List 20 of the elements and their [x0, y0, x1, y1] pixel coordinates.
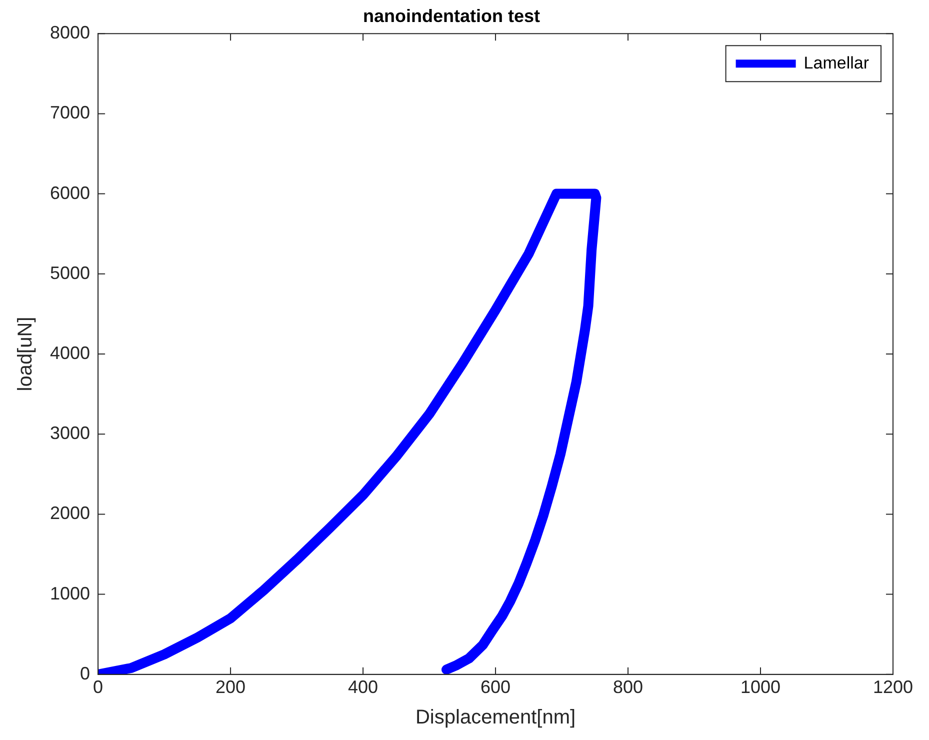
x-tick-label: 1000: [740, 677, 781, 698]
y-tick-label: 7000: [50, 102, 90, 123]
y-tick-label: 5000: [50, 262, 90, 283]
x-tick-label: 400: [348, 677, 378, 698]
chart-title: nanoindentation test: [363, 6, 540, 26]
y-tick-label: 3000: [50, 423, 90, 444]
y-axis-title: load[uN]: [14, 316, 37, 392]
y-tick-label: 6000: [50, 182, 90, 203]
x-axis-title: Displacement[nm]: [415, 706, 576, 729]
y-tick-label: 4000: [50, 342, 90, 363]
y-tick-label: 2000: [50, 503, 90, 524]
x-tick-label: 200: [216, 677, 246, 698]
x-tick-label: 600: [480, 677, 511, 698]
x-tick-label: 800: [612, 677, 644, 698]
x-tick-label: 0: [93, 677, 104, 698]
y-tick-label: 1000: [50, 583, 90, 604]
y-tick-label: 8000: [50, 22, 90, 43]
legend-label: Lamellar: [804, 53, 870, 72]
y-tick-label: 0: [80, 663, 90, 684]
x-tick-label: 1200: [872, 677, 914, 698]
